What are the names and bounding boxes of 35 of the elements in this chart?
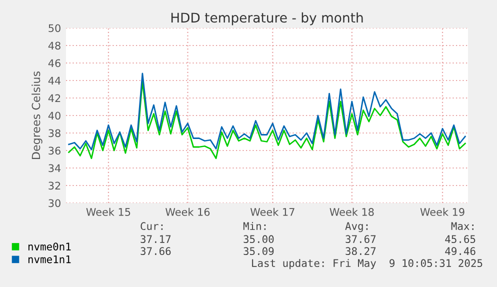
text: 37.67 bbox=[346, 235, 376, 244]
text: 37.17 bbox=[140, 235, 171, 244]
text: 37.66 bbox=[140, 247, 171, 256]
text: Last update: Fri May 9 10:05:31 2025 bbox=[252, 258, 482, 270]
y-tick-label: 50 bbox=[48, 24, 60, 32]
x-tick-label: Week 18 bbox=[330, 208, 374, 216]
text: Avg: bbox=[345, 222, 368, 232]
x-tick-label: Week 15 bbox=[86, 208, 130, 216]
y-tick-label: 38 bbox=[48, 129, 60, 138]
text: 45.65 bbox=[445, 235, 476, 244]
text: Max: bbox=[451, 222, 474, 230]
chart-title: HDD temperature - by month bbox=[171, 12, 363, 26]
y-tick-label: 42 bbox=[48, 94, 60, 102]
text: 35.00 bbox=[244, 235, 274, 244]
x-tick-label: Week 16 bbox=[166, 208, 210, 216]
text: Cur: bbox=[140, 222, 163, 230]
text: 35.09 bbox=[244, 247, 274, 256]
y-tick-label: 46 bbox=[48, 59, 60, 68]
text: 49.46 bbox=[445, 247, 476, 256]
y-tick-label: 48 bbox=[48, 42, 60, 50]
y-tick-label: 34 bbox=[48, 164, 61, 172]
y-tick-label: 30 bbox=[48, 199, 60, 208]
y-axis-title: Degrees Celsius bbox=[32, 71, 42, 159]
line-series bbox=[68, 72, 466, 150]
x-tick-label: Week 17 bbox=[250, 208, 294, 216]
line-series bbox=[68, 80, 466, 160]
y-tick-label: 36 bbox=[48, 146, 60, 155]
y-tick-label: 32 bbox=[48, 182, 60, 190]
text: 38.27 bbox=[346, 247, 376, 256]
legend-label: nvme0n1 bbox=[28, 242, 71, 250]
y-tick-label: 44 bbox=[48, 76, 61, 84]
y-tick-label: 40 bbox=[48, 112, 60, 120]
x-tick-label: Week 19 bbox=[420, 208, 464, 216]
text: Min: bbox=[243, 222, 266, 230]
legend-label: nvme1n1 bbox=[28, 255, 71, 264]
